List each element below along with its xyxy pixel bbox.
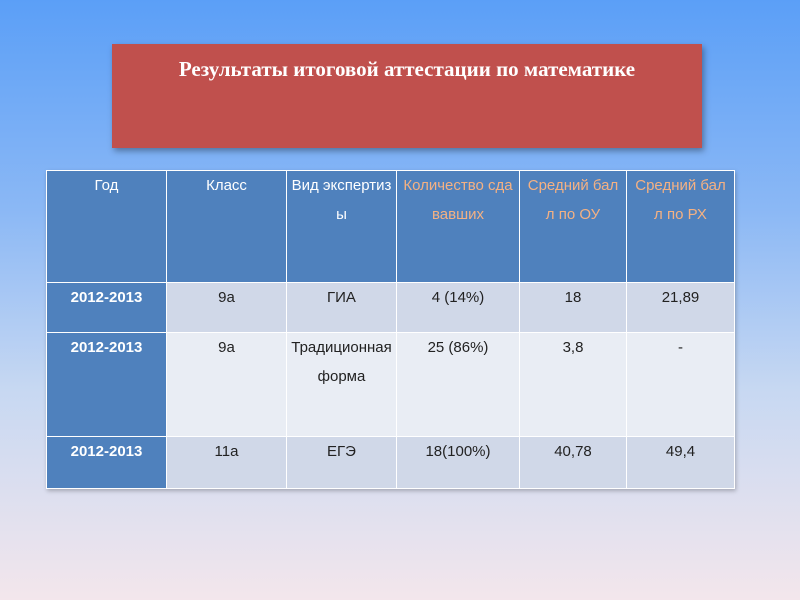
table-row: 2012-2013 9а ГИА 4 (14%) 18 21,89: [46, 282, 735, 333]
cell-exam-type: ЕГЭ: [286, 436, 397, 489]
header-count: Количество сдававших: [396, 170, 520, 283]
cell-exam-type: ГИА: [286, 282, 397, 333]
cell-count: 18(100%): [396, 436, 520, 489]
cell-year: 2012-2013: [46, 436, 167, 489]
table-row: 2012-2013 9а Традиционная форма 25 (86%)…: [46, 332, 735, 437]
cell-count: 25 (86%): [396, 332, 520, 437]
cell-class: 11а: [166, 436, 287, 489]
table-header-row: Год Класс Вид экспертизы Количество сдав…: [46, 170, 735, 283]
header-avg-rh: Средний балл по РХ: [626, 170, 735, 283]
header-class: Класс: [166, 170, 287, 283]
cell-avg-rh: 21,89: [626, 282, 735, 333]
cell-avg-rh: 49,4: [626, 436, 735, 489]
header-avg-ou: Средний балл по ОУ: [519, 170, 627, 283]
cell-class: 9а: [166, 282, 287, 333]
title-banner: Результаты итоговой аттестации по матема…: [112, 44, 702, 148]
cell-year: 2012-2013: [46, 282, 167, 333]
cell-count: 4 (14%): [396, 282, 520, 333]
cell-exam-type: Традиционная форма: [286, 332, 397, 437]
cell-year: 2012-2013: [46, 332, 167, 437]
slide-title: Результаты итоговой аттестации по матема…: [178, 57, 636, 81]
header-exam-type: Вид экспертизы: [286, 170, 397, 283]
cell-avg-ou: 18: [519, 282, 627, 333]
cell-avg-ou: 3,8: [519, 332, 627, 437]
cell-avg-ou: 40,78: [519, 436, 627, 489]
results-table: Год Класс Вид экспертизы Количество сдав…: [46, 170, 735, 489]
table-row: 2012-2013 11а ЕГЭ 18(100%) 40,78 49,4: [46, 436, 735, 489]
header-year: Год: [46, 170, 167, 283]
cell-class: 9а: [166, 332, 287, 437]
cell-avg-rh: -: [626, 332, 735, 437]
